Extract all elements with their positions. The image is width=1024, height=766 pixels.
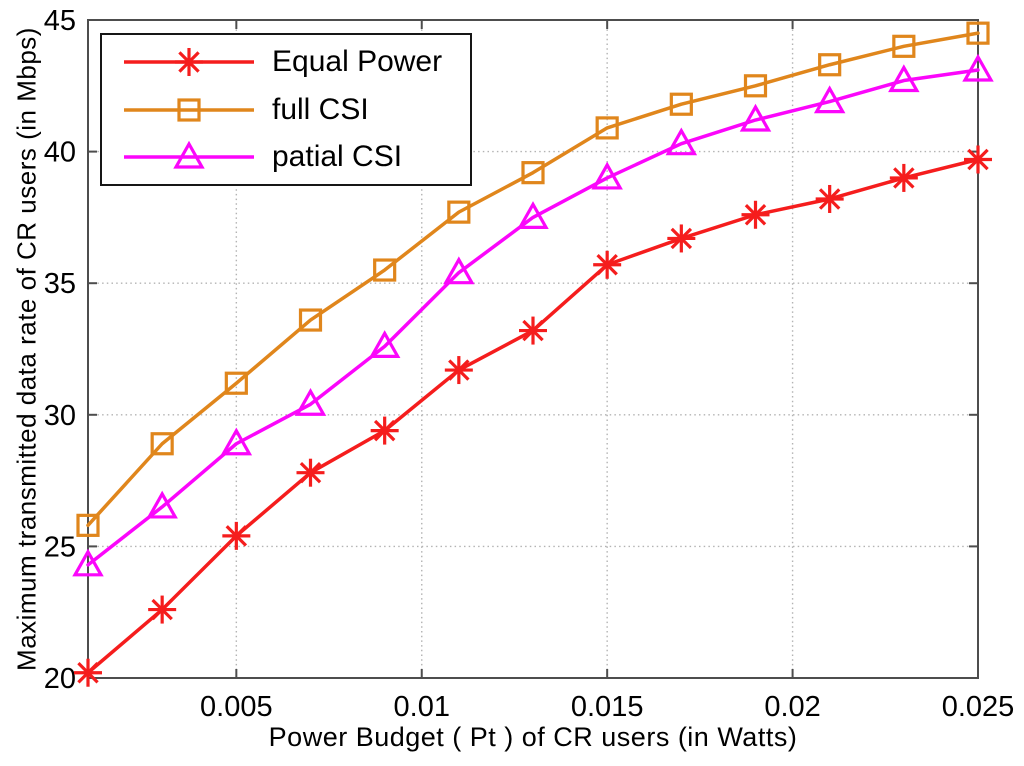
marker-triangle bbox=[813, 85, 846, 114]
y-axis-label: Maximum transmitted data rate of CR user… bbox=[11, 27, 42, 671]
marker-square bbox=[224, 371, 248, 395]
x-tick-label: 0.015 bbox=[571, 691, 644, 723]
marker-square bbox=[966, 21, 990, 45]
marker-triangle bbox=[72, 548, 104, 577]
y-tick-label: 25 bbox=[44, 531, 76, 563]
marker-square bbox=[447, 200, 471, 224]
marker-asterisk bbox=[519, 316, 547, 345]
marker-asterisk bbox=[889, 163, 918, 192]
marker-asterisk bbox=[667, 224, 696, 253]
y-tick-label: 20 bbox=[44, 663, 76, 695]
marker-square bbox=[595, 116, 619, 140]
marker-asterisk bbox=[148, 595, 177, 624]
marker-asterisk bbox=[444, 356, 473, 385]
series-equal-power bbox=[74, 145, 992, 687]
marker-square bbox=[177, 97, 201, 122]
series-line-equal-power bbox=[86, 157, 980, 675]
marker-asterisk bbox=[74, 658, 102, 687]
y-tick-labels: 20 25 30 35 40 45 bbox=[44, 5, 76, 695]
marker-asterisk bbox=[741, 200, 770, 229]
x-tick-labels: 0.005 0.01 0.015 0.02 0.025 bbox=[200, 691, 1014, 723]
legend-sample-patial-csi bbox=[124, 140, 254, 169]
x-tick-label: 0.025 bbox=[942, 691, 1015, 723]
legend-sample-equal-power bbox=[124, 48, 254, 77]
marker-square bbox=[521, 161, 545, 185]
y-tick-label: 45 bbox=[44, 5, 76, 37]
marker-square bbox=[373, 258, 397, 282]
marker-triangle bbox=[173, 140, 205, 169]
marker-asterisk bbox=[815, 184, 844, 213]
x-tick-label: 0.005 bbox=[200, 691, 273, 723]
marker-square bbox=[76, 513, 100, 537]
marker-triangle bbox=[368, 330, 401, 358]
y-tick-label: 30 bbox=[44, 400, 76, 432]
marker-square bbox=[743, 74, 768, 98]
marker-triangle bbox=[146, 490, 178, 519]
marker-triangle bbox=[665, 127, 698, 156]
marker-asterisk bbox=[593, 250, 622, 279]
marker-asterisk bbox=[175, 48, 203, 77]
marker-triangle bbox=[517, 201, 549, 229]
x-axis-label: Power Budget ( Pt ) of CR users (in Watt… bbox=[268, 722, 798, 752]
marker-asterisk bbox=[296, 458, 325, 487]
series-patial-csi bbox=[72, 53, 994, 577]
marker-triangle bbox=[443, 256, 475, 285]
legend-label-full-csi: full CSI bbox=[272, 92, 369, 126]
gridlines bbox=[88, 20, 978, 678]
marker-asterisk bbox=[370, 416, 399, 445]
marker-square bbox=[892, 34, 916, 58]
legend-sample-full-csi bbox=[124, 97, 254, 122]
marker-triangle bbox=[591, 161, 623, 190]
legend-item-patial-csi: patial CSI bbox=[122, 137, 470, 177]
marker-square bbox=[150, 432, 174, 456]
legend-label-patial-csi: patial CSI bbox=[272, 139, 403, 173]
marker-triangle bbox=[739, 103, 772, 132]
legend: Equal Power full CSI patial CSI bbox=[100, 33, 472, 186]
marker-asterisk bbox=[222, 521, 251, 550]
y-tick-label: 35 bbox=[44, 268, 76, 300]
marker-triangle bbox=[888, 64, 920, 93]
series-line-full-csi bbox=[86, 31, 980, 528]
plot-border bbox=[87, 19, 979, 679]
marker-triangle bbox=[220, 427, 253, 456]
legend-label-equal-power: Equal Power bbox=[272, 45, 443, 79]
marker-square bbox=[298, 308, 323, 332]
x-tick-label: 0.02 bbox=[764, 691, 820, 723]
marker-square bbox=[669, 92, 693, 116]
series-line-patial-csi bbox=[86, 68, 980, 567]
x-tick-label: 0.01 bbox=[394, 691, 450, 723]
marker-asterisk bbox=[964, 145, 992, 174]
series-full-csi bbox=[76, 21, 990, 537]
marker-triangle bbox=[294, 388, 327, 416]
marker-square bbox=[818, 53, 842, 77]
legend-item-equal-power: Equal Power bbox=[122, 42, 470, 82]
legend-item-full-csi: full CSI bbox=[122, 90, 470, 130]
marker-triangle bbox=[962, 53, 994, 82]
y-tick-label: 40 bbox=[44, 137, 76, 169]
